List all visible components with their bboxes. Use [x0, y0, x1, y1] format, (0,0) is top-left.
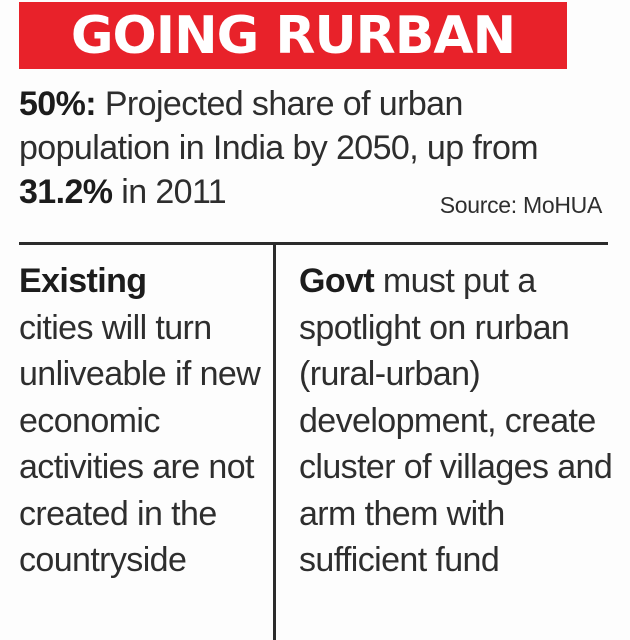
banner-title: GOING RURBAN [70, 5, 516, 66]
horizontal-divider [19, 242, 608, 245]
stat-percent-2050: 50%: [19, 85, 97, 123]
vertical-divider [273, 245, 276, 640]
right-column-lead: Govt [299, 262, 375, 300]
source-credit: Source: MoHUA [439, 192, 603, 218]
left-column: Existing cities will turn unliveable if … [19, 258, 269, 584]
projection-statement: 50%: Projected share of urban population… [19, 82, 609, 214]
title-banner: GOING RURBAN [19, 2, 567, 69]
stat-text: Projected share of urban population in I… [19, 85, 539, 167]
stat-year-text: in 2011 [112, 173, 227, 211]
right-column-body: must put a spotlight on rurban (rural-ur… [299, 262, 613, 579]
stat-percent-2011: 31.2% [19, 173, 113, 211]
left-column-body: cities will turn unliveable if new econo… [19, 308, 261, 580]
right-column: Govt must put a spotlight on rurban (rur… [299, 258, 617, 584]
left-column-lead: Existing [19, 262, 147, 300]
